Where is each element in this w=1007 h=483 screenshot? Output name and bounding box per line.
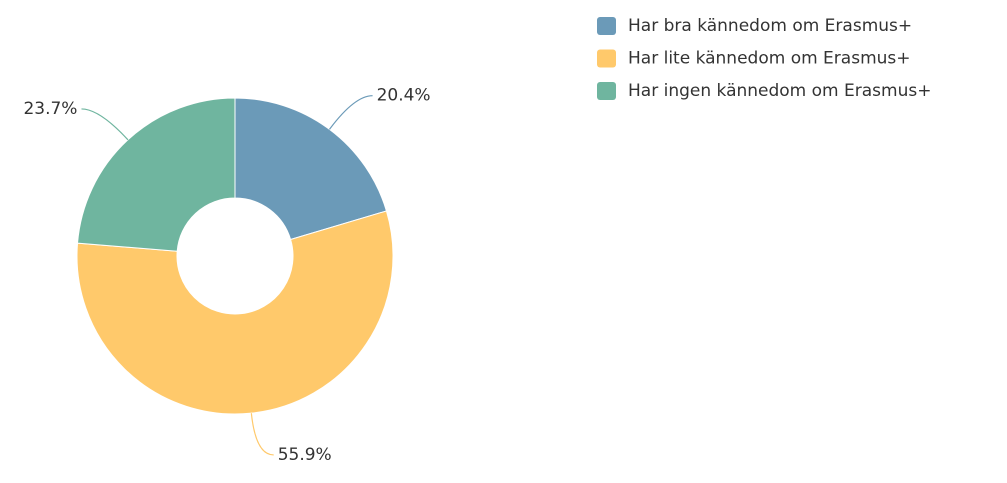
leader-line: [250, 413, 274, 456]
leader-line: [328, 95, 373, 130]
leader-line: [81, 108, 129, 141]
data-label: 20.4%: [377, 86, 431, 106]
legend-label: Har ingen kännedom om Erasmus+: [628, 81, 931, 101]
data-label: 23.7%: [23, 99, 77, 119]
data-label: 55.9%: [278, 445, 332, 465]
legend-label: Har bra kännedom om Erasmus+: [628, 16, 912, 36]
donut-slice: [234, 97, 388, 241]
legend-swatch: [597, 17, 616, 35]
donut-slice: [76, 97, 236, 252]
legend-label: Har lite kännedom om Erasmus+: [628, 49, 911, 69]
donut-slice: [76, 210, 394, 415]
legend-swatch: [597, 82, 616, 100]
legend-swatch: [597, 49, 616, 68]
